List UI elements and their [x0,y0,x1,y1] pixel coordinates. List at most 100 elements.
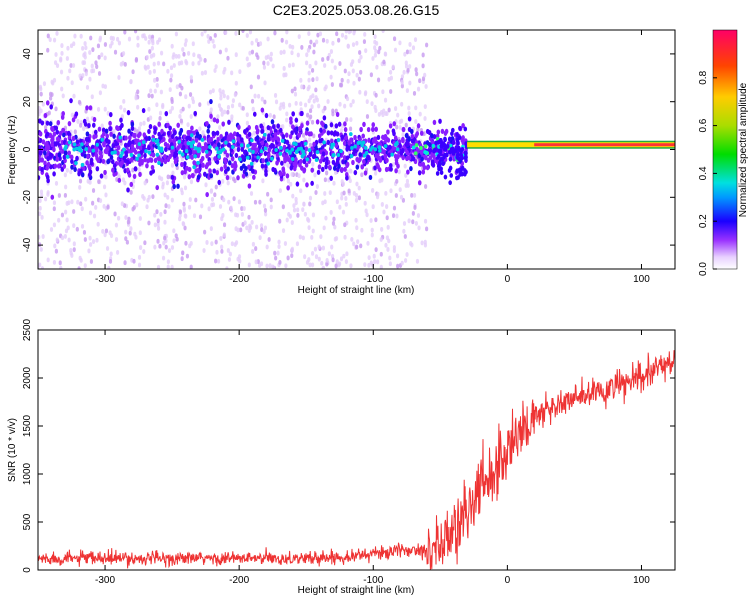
spectrogram-cell [214,258,218,264]
spectrogram-cell [224,30,228,36]
spectrogram-cell [55,156,60,162]
spectrogram-cell [312,141,316,147]
spectrogram-cell [371,138,376,144]
spectrogram-cell [405,88,409,94]
spectrogram-cell [108,111,113,118]
spectrogram-cell [403,234,407,239]
spectrogram-cell [395,147,400,152]
spectrogram-cell [137,262,142,268]
spectrogram-cell [39,246,43,252]
spectrogram-cell [108,126,112,132]
spectrogram-cell [247,228,251,233]
spectrogram-cell [46,47,50,53]
spectrogram-cell [233,92,237,98]
spectrogram-cell [161,255,166,261]
spectrogram-cell [95,237,99,243]
spectrogram-cell [95,64,99,70]
spectrogram-cell [52,131,57,137]
spectrogram-cell [215,118,220,124]
spectrogram-cell [299,101,303,107]
spectrogram-cell [371,204,375,210]
spectrogram-cell [131,167,135,173]
spectrogram-cell [284,156,289,162]
spectrogram-cell [270,119,275,125]
spectrogram-cell [325,258,329,263]
spectrogram-cell [96,221,100,227]
spectrogram-cell [183,42,188,47]
spectrogram-cell [87,146,91,152]
spectrogram-cell [196,160,200,165]
spectrogram-cell [219,106,223,112]
spectrogram-cell [63,234,67,239]
spectrogram-cell [66,130,71,136]
spectrogram-cell [92,213,97,219]
spectrogram-cell [141,33,145,39]
spectrogram-cell [90,68,94,74]
spectrogram-cell [323,123,328,129]
spectrogram-cell [247,131,252,137]
spectrogram-cell [103,106,107,112]
spectrogram-cell [103,84,108,90]
spectrogram-cell [331,40,335,46]
spectrogram-cell [172,141,177,147]
spectrogram-cell [230,70,234,76]
spectrogram-cell [167,248,172,253]
spectrogram-cell [188,92,193,97]
spectrogram-cell [255,224,259,230]
spectrogram-cell [413,151,418,156]
spectrogram-cell [109,233,114,239]
spectrogram-cell [226,104,231,110]
spectrogram-cell [281,204,285,210]
spectrogram-cell [156,225,161,231]
spectrogram-cell [310,119,315,125]
spectrogram-cell [223,168,228,174]
spectrogram-cell [398,187,402,193]
spectrogram-cell [299,188,303,194]
spectrogram-cell [224,140,228,145]
spectrogram-cell [404,173,408,178]
spectrogram-cell [339,256,344,262]
spectrogram-cell [217,142,221,148]
spectrogram-cell [330,58,334,64]
spectrogram-cell [222,222,227,228]
spectrogram-cell [137,254,142,260]
spectrogram-cell [314,158,319,163]
spectrogram-cell [202,248,206,253]
spectrogram-cell [385,204,389,209]
spectrogram-cell [351,159,355,166]
spectrogram-cell [322,225,326,231]
spectrogram-cell [149,53,153,59]
spectrogram-cell [207,206,211,212]
spectrogram-cell [230,117,234,123]
spectrogram-cell [104,192,108,198]
spectrogram-cell [411,45,416,51]
spectrogram-cell [240,146,245,152]
spectrogram-cell [306,216,310,222]
spectrogram-cell [257,93,261,99]
spectrogram-cell [337,121,342,127]
spectrogram-cell [344,30,348,34]
spectrogram-cell [406,169,410,175]
spectrogram-cell [402,228,406,234]
spectrogram-cell [227,199,231,205]
spectrogram-cell [99,173,104,179]
spectrogram-cell [65,56,69,61]
spectrogram-cell [281,152,286,158]
spectrogram-cell [310,234,314,240]
spectrogram-cell [431,143,436,148]
spectrogram-cell [273,128,278,134]
spectrogram-cell [446,143,450,149]
chart-title: C2E3.2025.053.08.26.G15 [272,2,440,18]
spectrogram-cell [394,193,398,198]
spectrogram-cell [148,70,152,75]
spectrogram-cell [182,201,186,207]
spectrogram-cell [391,128,396,134]
spectrogram-cell [66,45,70,51]
spectrogram-cell [312,42,316,48]
spectrogram-cell [123,157,128,164]
spectrogram-cell [424,84,428,89]
spectrogram-cell [110,150,115,155]
spectrogram-cell [204,182,208,188]
spectrogram-cell [54,180,59,186]
spectrogram-cell [285,117,289,123]
